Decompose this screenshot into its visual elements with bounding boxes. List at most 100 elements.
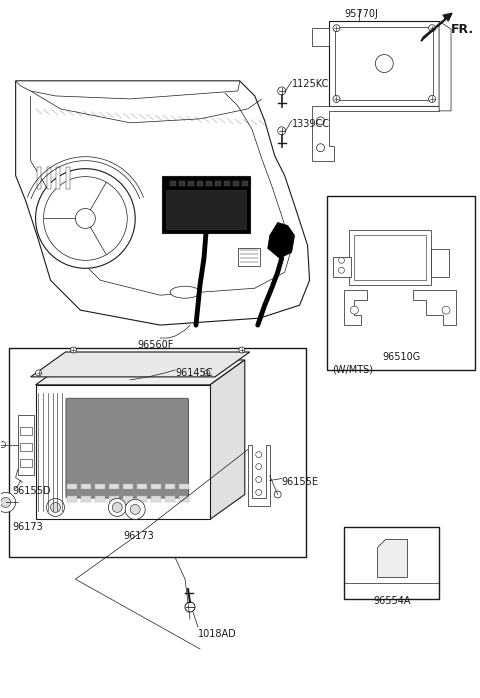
Circle shape xyxy=(75,209,96,228)
Circle shape xyxy=(442,306,450,314)
Text: 96560F: 96560F xyxy=(137,340,173,350)
FancyBboxPatch shape xyxy=(165,496,175,503)
FancyBboxPatch shape xyxy=(137,484,147,489)
FancyBboxPatch shape xyxy=(123,484,133,489)
FancyBboxPatch shape xyxy=(197,181,203,186)
FancyBboxPatch shape xyxy=(82,496,91,503)
Text: 1018AD: 1018AD xyxy=(198,629,237,639)
FancyBboxPatch shape xyxy=(345,528,439,599)
Circle shape xyxy=(256,489,262,496)
Text: 96145C: 96145C xyxy=(175,368,213,378)
FancyBboxPatch shape xyxy=(166,190,246,230)
Circle shape xyxy=(36,370,42,376)
FancyBboxPatch shape xyxy=(151,496,161,503)
FancyBboxPatch shape xyxy=(20,443,32,451)
FancyBboxPatch shape xyxy=(151,484,161,489)
FancyBboxPatch shape xyxy=(9,348,306,557)
Circle shape xyxy=(44,177,127,260)
Text: (W/MTS): (W/MTS) xyxy=(333,365,373,375)
FancyBboxPatch shape xyxy=(206,181,212,186)
Text: 95770J: 95770J xyxy=(345,9,378,20)
Circle shape xyxy=(256,463,262,470)
FancyBboxPatch shape xyxy=(109,496,119,503)
FancyBboxPatch shape xyxy=(354,235,426,281)
Circle shape xyxy=(333,24,340,31)
FancyBboxPatch shape xyxy=(349,230,431,285)
FancyBboxPatch shape xyxy=(327,195,475,370)
FancyBboxPatch shape xyxy=(109,484,119,489)
Polygon shape xyxy=(439,21,451,111)
FancyBboxPatch shape xyxy=(68,484,77,489)
Circle shape xyxy=(316,117,324,125)
FancyBboxPatch shape xyxy=(170,181,176,186)
Circle shape xyxy=(350,306,359,314)
Circle shape xyxy=(333,96,340,103)
Ellipse shape xyxy=(170,286,200,298)
Circle shape xyxy=(277,87,286,95)
Circle shape xyxy=(338,267,345,274)
Circle shape xyxy=(0,442,6,447)
Circle shape xyxy=(50,503,60,512)
Circle shape xyxy=(256,477,262,482)
FancyBboxPatch shape xyxy=(312,28,329,46)
Circle shape xyxy=(71,347,76,353)
Circle shape xyxy=(274,491,281,498)
Text: FR.: FR. xyxy=(451,23,474,36)
Polygon shape xyxy=(268,223,295,258)
Text: 96554A: 96554A xyxy=(373,596,410,606)
FancyBboxPatch shape xyxy=(179,496,189,503)
Text: 96510G: 96510G xyxy=(382,352,420,362)
Circle shape xyxy=(0,498,11,507)
Polygon shape xyxy=(36,360,245,385)
Circle shape xyxy=(316,144,324,151)
FancyBboxPatch shape xyxy=(18,415,34,475)
Polygon shape xyxy=(377,540,407,577)
Circle shape xyxy=(239,347,245,353)
Circle shape xyxy=(375,54,393,73)
FancyBboxPatch shape xyxy=(96,484,105,489)
FancyBboxPatch shape xyxy=(20,426,32,435)
FancyBboxPatch shape xyxy=(36,167,40,188)
FancyBboxPatch shape xyxy=(162,176,250,233)
Polygon shape xyxy=(210,360,245,519)
Circle shape xyxy=(36,169,135,268)
Text: 1339CC: 1339CC xyxy=(292,119,330,129)
Polygon shape xyxy=(345,290,367,325)
Circle shape xyxy=(277,127,286,135)
FancyBboxPatch shape xyxy=(215,181,221,186)
FancyBboxPatch shape xyxy=(66,399,189,498)
Circle shape xyxy=(256,452,262,458)
Polygon shape xyxy=(16,81,310,325)
Text: 96155D: 96155D xyxy=(12,487,51,496)
FancyBboxPatch shape xyxy=(233,181,239,186)
FancyBboxPatch shape xyxy=(57,167,60,188)
FancyBboxPatch shape xyxy=(224,181,230,186)
FancyBboxPatch shape xyxy=(336,27,433,100)
FancyBboxPatch shape xyxy=(242,181,248,186)
Circle shape xyxy=(429,96,435,103)
FancyBboxPatch shape xyxy=(68,496,77,503)
FancyBboxPatch shape xyxy=(179,484,189,489)
Circle shape xyxy=(0,493,16,512)
FancyBboxPatch shape xyxy=(96,496,105,503)
FancyBboxPatch shape xyxy=(137,496,147,503)
FancyBboxPatch shape xyxy=(165,484,175,489)
FancyBboxPatch shape xyxy=(334,258,351,277)
Polygon shape xyxy=(31,352,250,377)
Circle shape xyxy=(125,500,145,519)
Polygon shape xyxy=(16,81,240,99)
FancyBboxPatch shape xyxy=(431,249,449,277)
Text: 96173: 96173 xyxy=(123,531,154,542)
Circle shape xyxy=(185,602,195,612)
Polygon shape xyxy=(248,445,270,507)
Text: 96173: 96173 xyxy=(12,522,43,533)
FancyBboxPatch shape xyxy=(82,484,91,489)
FancyBboxPatch shape xyxy=(188,181,194,186)
Polygon shape xyxy=(413,290,456,325)
FancyBboxPatch shape xyxy=(179,181,185,186)
Circle shape xyxy=(47,498,64,517)
Circle shape xyxy=(204,370,210,376)
Circle shape xyxy=(130,505,140,514)
Polygon shape xyxy=(312,106,439,161)
Polygon shape xyxy=(421,13,452,41)
